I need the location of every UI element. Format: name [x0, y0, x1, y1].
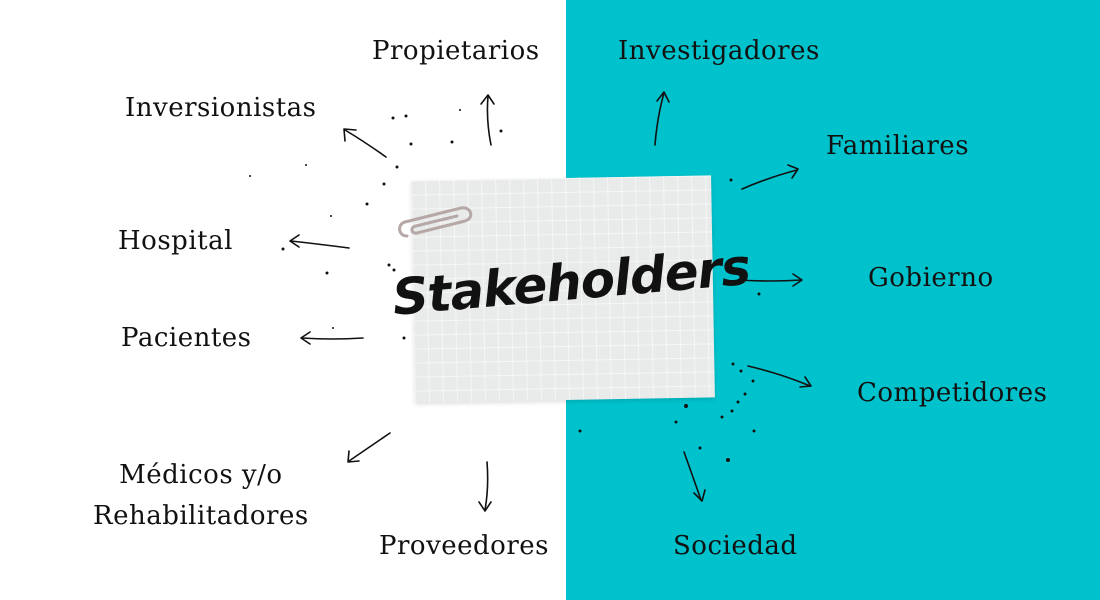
paperclip-icon [398, 206, 473, 238]
arrow-icon-hospital [289, 234, 350, 249]
label-inversionistas: Inversionistas [125, 93, 317, 123]
arrow-icon-propietarios [480, 94, 495, 146]
arrow-icon-familiares [741, 164, 799, 190]
label-investigadores: Investigadores [618, 36, 820, 66]
label-hospital: Hospital [118, 226, 233, 256]
label-medicos: Médicos y/o Rehabilitadores [93, 460, 309, 531]
arrow-icon-medicos [347, 432, 391, 463]
arrow-icon-gobierno [739, 273, 803, 287]
arrow-icon-sociedad [683, 451, 706, 502]
label-propietarios: Propietarios [372, 36, 540, 66]
arrow-icon-competidores [747, 365, 812, 388]
ink-dots [249, 109, 761, 462]
label-familiares: Familiares [826, 131, 970, 161]
arrow-icon-inversionistas [343, 128, 387, 158]
label-pacientes: Pacientes [121, 323, 252, 353]
label-gobierno: Gobierno [868, 263, 994, 293]
arrow-icon-investigadores [654, 91, 670, 146]
arrow-icon-proveedores [478, 461, 492, 512]
label-proveedores: Proveedores [379, 531, 549, 561]
label-sociedad: Sociedad [673, 531, 798, 561]
label-competidores: Competidores [857, 378, 1048, 408]
arrow-icon-pacientes [300, 331, 364, 345]
